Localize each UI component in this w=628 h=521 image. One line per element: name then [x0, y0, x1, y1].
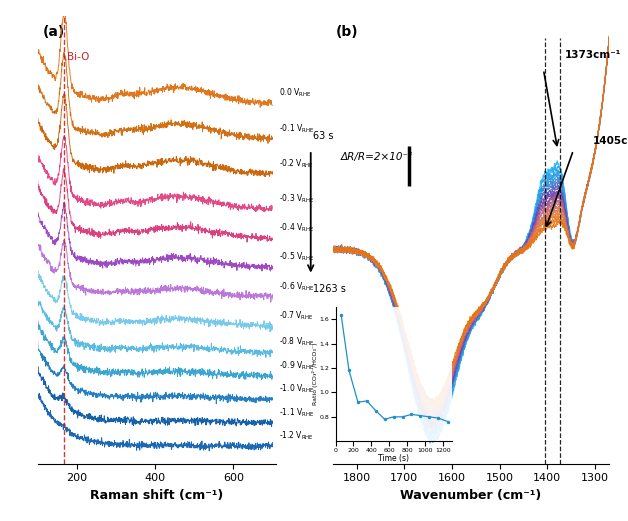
X-axis label: Raman shift (cm⁻¹): Raman shift (cm⁻¹) — [90, 489, 224, 502]
Text: 63 s: 63 s — [313, 131, 334, 141]
Text: -0.2 V$_{\rm RHE}$: -0.2 V$_{\rm RHE}$ — [279, 157, 315, 170]
Text: -0.9 V$_{\rm RHE}$: -0.9 V$_{\rm RHE}$ — [279, 359, 315, 372]
Text: -0.8 V$_{\rm RHE}$: -0.8 V$_{\rm RHE}$ — [279, 336, 315, 349]
Text: (a): (a) — [43, 24, 65, 39]
Text: -1.0 V$_{\rm RHE}$: -1.0 V$_{\rm RHE}$ — [279, 383, 315, 395]
Text: -0.7 V$_{\rm RHE}$: -0.7 V$_{\rm RHE}$ — [279, 309, 314, 322]
Text: -0.5 V$_{\rm RHE}$: -0.5 V$_{\rm RHE}$ — [279, 251, 315, 264]
Text: 1405cm⁻¹: 1405cm⁻¹ — [592, 135, 628, 145]
Text: -1.2 V$_{\rm RHE}$: -1.2 V$_{\rm RHE}$ — [279, 430, 315, 442]
Text: ΔR/R=2×10⁻³: ΔR/R=2×10⁻³ — [341, 152, 413, 162]
Text: -0.6 V$_{\rm RHE}$: -0.6 V$_{\rm RHE}$ — [279, 280, 315, 293]
X-axis label: Wavenumber (cm⁻¹): Wavenumber (cm⁻¹) — [401, 489, 541, 502]
Text: 1263 s: 1263 s — [313, 284, 347, 294]
Text: Bi-O: Bi-O — [67, 52, 90, 61]
Text: -0.4 V$_{\rm RHE}$: -0.4 V$_{\rm RHE}$ — [279, 222, 315, 234]
Text: -1.1 V$_{\rm RHE}$: -1.1 V$_{\rm RHE}$ — [279, 406, 315, 419]
Text: 0.0 V$_{\rm RHE}$: 0.0 V$_{\rm RHE}$ — [279, 87, 312, 100]
Text: (b): (b) — [335, 24, 358, 39]
Text: -0.1 V$_{\rm RHE}$: -0.1 V$_{\rm RHE}$ — [279, 122, 315, 134]
Text: -0.3 V$_{\rm RHE}$: -0.3 V$_{\rm RHE}$ — [279, 192, 315, 205]
Text: 1373cm⁻¹: 1373cm⁻¹ — [565, 51, 621, 60]
